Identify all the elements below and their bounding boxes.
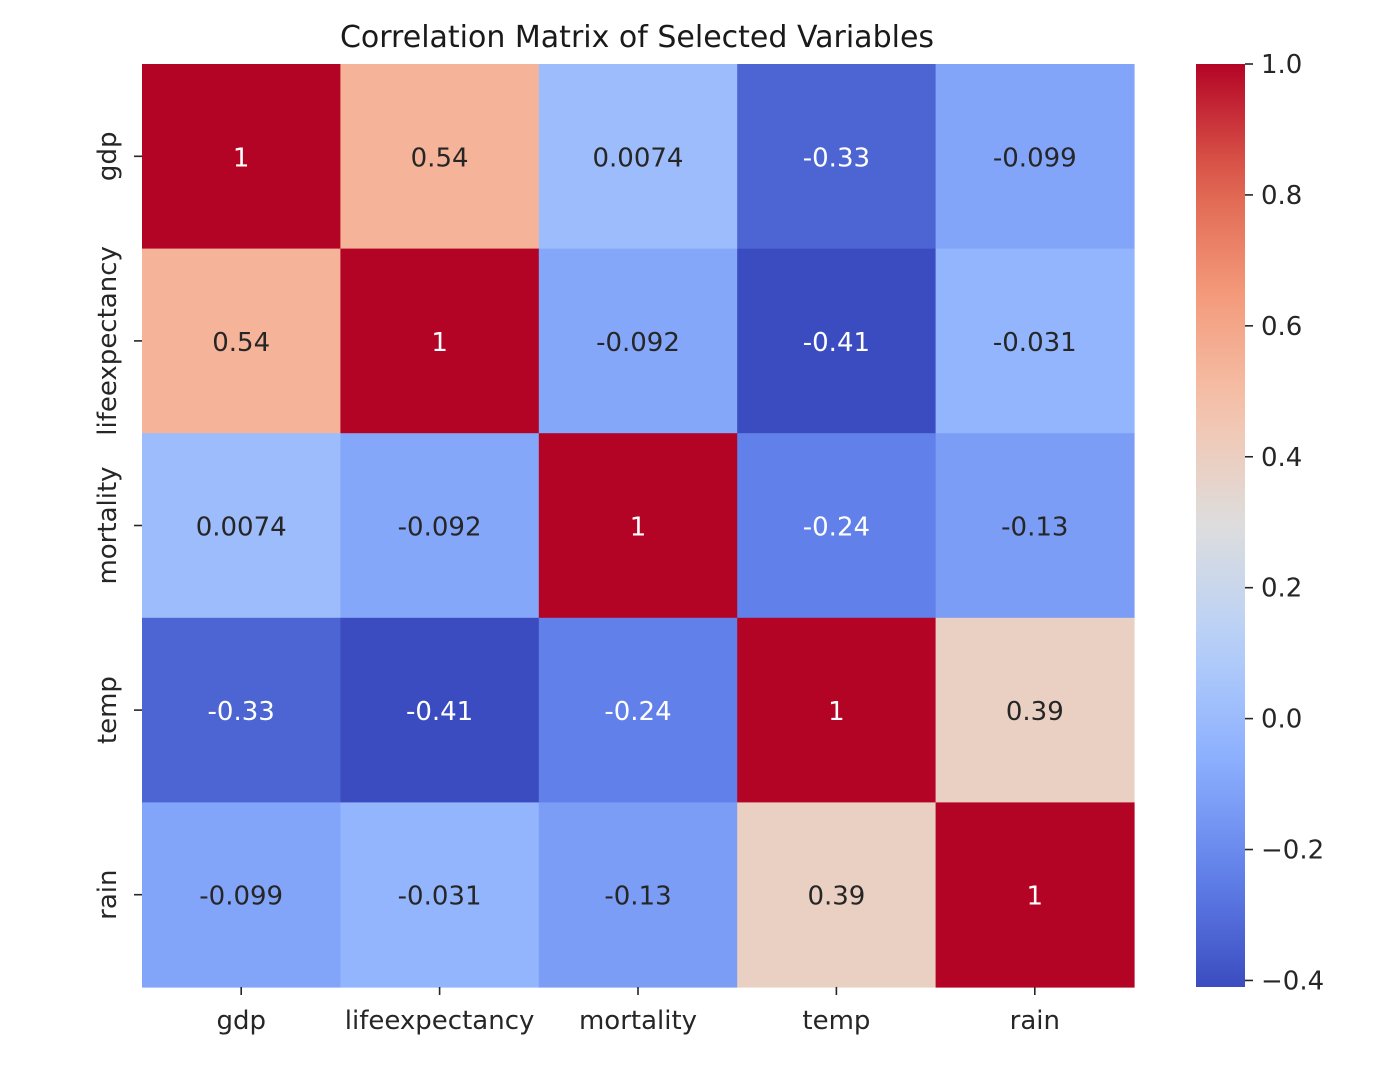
y-tick-label-rain: rain — [93, 870, 123, 920]
cell-value-label-mortality-mortality: 1 — [630, 513, 647, 543]
heatmap-cell-temp-lifeexpectancy — [340, 617, 540, 803]
heatmap-cell-lifeexpectancy-lifeexpectancy — [340, 248, 540, 434]
colorbar-tick-label-4: 0.2 — [1261, 574, 1302, 604]
y-tick-label-lifeexpectancy: lifeexpectancy — [93, 246, 123, 436]
heatmap-cell-gdp-rain — [935, 64, 1135, 250]
y-tick-label-temp: temp — [93, 676, 123, 744]
heatmap-cell-gdp-lifeexpectancy — [340, 64, 540, 250]
heatmap-cell-mortality-gdp — [142, 433, 341, 619]
heatmap-cell-lifeexpectancy-rain — [935, 248, 1135, 434]
cell-value-label-gdp-gdp: 1 — [233, 143, 250, 173]
y-tick-label-gdp: gdp — [93, 132, 123, 182]
x-tick-label-rain: rain — [1010, 1006, 1060, 1036]
y-axis: gdp lifeexpectancy mortality temp rain — [93, 132, 142, 920]
cell-value-label-gdp-mortality: 0.0074 — [593, 143, 684, 173]
cell-value-label-lifeexpectancy-mortality: -0.092 — [596, 328, 680, 358]
colorbar-tick-label-7: −0.4 — [1261, 966, 1324, 996]
cell-value-label-temp-lifeexpectancy: -0.41 — [406, 697, 473, 727]
colorbar: 1.0 0.8 0.6 0.4 0.2 0.0 −0.2 −0.4 — [1196, 50, 1324, 996]
cell-value-label-lifeexpectancy-gdp: 0.54 — [212, 328, 270, 358]
cell-value-label-rain-rain: 1 — [1027, 882, 1044, 912]
colorbar-tick-label-2: 0.6 — [1261, 312, 1302, 342]
cell-value-label-rain-temp: 0.39 — [807, 882, 865, 912]
cell-value-label-lifeexpectancy-temp: -0.41 — [803, 328, 870, 358]
heatmap-cell-gdp-mortality — [538, 64, 738, 250]
cell-value-label-rain-gdp: -0.099 — [199, 882, 283, 912]
colorbar-tick-label-0: 1.0 — [1261, 50, 1302, 80]
y-tick-label-mortality: mortality — [93, 466, 123, 584]
heatmap-cell-mortality-rain — [935, 433, 1135, 619]
x-tick-label-gdp: gdp — [216, 1006, 266, 1036]
cell-value-label-gdp-temp: -0.33 — [803, 143, 870, 173]
heatmap-cell-rain-mortality — [538, 802, 738, 988]
colorbar-tick-label-1: 0.8 — [1261, 181, 1302, 211]
x-tick-label-mortality: mortality — [579, 1006, 697, 1036]
heatmap-cell-rain-lifeexpectancy — [340, 802, 540, 988]
heatmap-cell-rain-rain — [935, 802, 1135, 988]
cell-value-label-temp-mortality: -0.24 — [604, 697, 671, 727]
heatmap-cell-mortality-lifeexpectancy — [340, 433, 540, 619]
colorbar-gradient-bar — [1196, 64, 1245, 987]
colorbar-tick-label-6: −0.2 — [1261, 836, 1324, 866]
cell-value-label-lifeexpectancy-lifeexpectancy: 1 — [431, 328, 448, 358]
cell-value-label-mortality-lifeexpectancy: -0.092 — [398, 513, 482, 543]
heatmap-cells — [142, 64, 1135, 988]
x-axis: gdp lifeexpectancy mortality temp rain — [216, 987, 1060, 1036]
heatmap-cell-lifeexpectancy-mortality — [538, 248, 738, 434]
heatmap-cell-rain-temp — [737, 802, 937, 988]
x-tick-label-temp: temp — [802, 1006, 870, 1036]
colorbar-tick-label-5: 0.0 — [1261, 705, 1302, 735]
heatmap-cell-lifeexpectancy-temp — [737, 248, 937, 434]
heatmap-cell-temp-gdp — [142, 617, 341, 803]
cell-value-label-temp-gdp: -0.33 — [208, 697, 275, 727]
cell-value-label-temp-rain: 0.39 — [1006, 697, 1064, 727]
cell-value-label-rain-lifeexpectancy: -0.031 — [398, 882, 482, 912]
chart-title: Correlation Matrix of Selected Variables — [340, 20, 934, 55]
heatmap-cell-gdp-temp — [737, 64, 937, 250]
cell-value-label-rain-mortality: -0.13 — [604, 882, 671, 912]
heatmap-cell-lifeexpectancy-gdp — [142, 248, 341, 434]
heatmap-cell-rain-gdp — [142, 802, 341, 988]
heatmap-cell-temp-rain — [935, 617, 1135, 803]
heatmap-cell-gdp-gdp — [142, 64, 341, 250]
cell-value-label-mortality-gdp: 0.0074 — [196, 513, 287, 543]
heatmap-cell-labels: 1 0.54 0.0074 -0.33 -0.099 0.54 1 -0.092 -0.41 -0… — [196, 143, 1077, 911]
cell-value-label-mortality-rain: -0.13 — [1001, 513, 1068, 543]
heatmap-cell-mortality-mortality — [538, 433, 738, 619]
cell-value-label-mortality-temp: -0.24 — [803, 513, 870, 543]
colorbar-tick-label-3: 0.4 — [1261, 443, 1302, 473]
cell-value-label-gdp-rain: -0.099 — [993, 143, 1077, 173]
cell-value-label-gdp-lifeexpectancy: 0.54 — [411, 143, 469, 173]
heatmap-cell-temp-mortality — [538, 617, 738, 803]
x-tick-label-lifeexpectancy: lifeexpectancy — [345, 1006, 535, 1036]
heatmap-cell-temp-temp — [737, 617, 937, 803]
cell-value-label-lifeexpectancy-rain: -0.031 — [993, 328, 1077, 358]
cell-value-label-temp-temp: 1 — [828, 697, 845, 727]
heatmap-cell-mortality-temp — [737, 433, 937, 619]
